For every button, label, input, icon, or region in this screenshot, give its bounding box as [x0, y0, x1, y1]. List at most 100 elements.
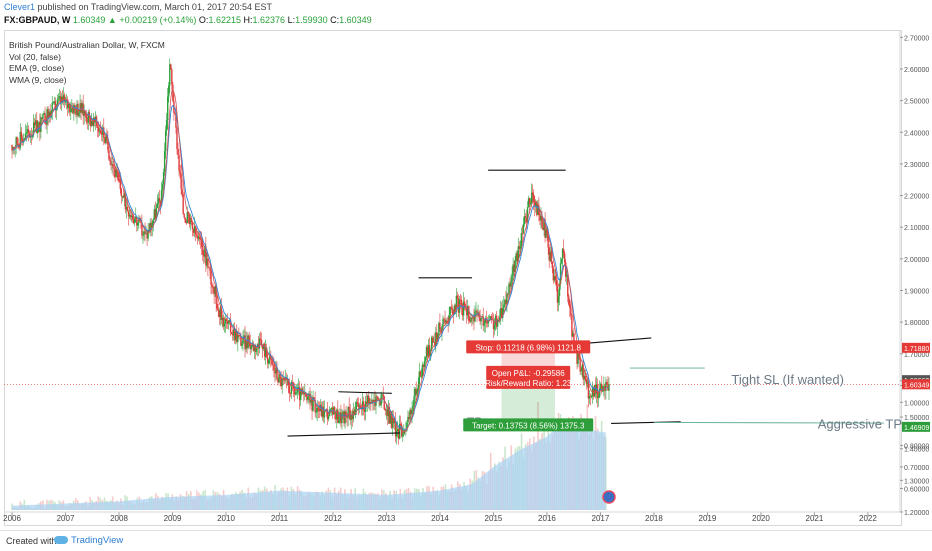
x-tick-label-4: 2010 — [217, 514, 235, 523]
candle-body-394 — [417, 384, 419, 390]
candle-body-77 — [90, 121, 93, 126]
candle-body-495 — [521, 232, 524, 234]
candle-body-492 — [518, 246, 520, 249]
candle-body-197 — [214, 286, 216, 295]
candle-body-401 — [424, 357, 427, 362]
trendline-0[interactable] — [287, 432, 400, 437]
candle-body-392 — [415, 389, 417, 395]
legend-volume[interactable]: Vol (20, false) — [9, 51, 61, 62]
candle-body-112 — [126, 206, 129, 212]
candle-body-497 — [523, 216, 526, 225]
candle-body-55 — [68, 104, 70, 109]
candle-body-47 — [59, 96, 62, 103]
candle-body-395 — [418, 371, 420, 385]
event-flag-icon[interactable] — [602, 490, 616, 504]
candle-body-369 — [391, 417, 394, 428]
candle-body-108 — [122, 195, 125, 198]
candle-body-477 — [503, 304, 505, 309]
candle-body-161 — [177, 149, 179, 155]
candle-body-346 — [368, 395, 370, 403]
candle-body-442 — [467, 306, 469, 316]
candle-body-344 — [366, 401, 368, 404]
candle-body-48 — [60, 96, 63, 103]
candle-body-470 — [495, 315, 498, 327]
candle-body-484 — [510, 280, 512, 287]
x-tick-label-8: 2014 — [431, 514, 449, 523]
candle-body-525 — [552, 268, 555, 281]
ohlc-low-value: 1.59930 — [295, 15, 328, 25]
x-tick-label-11: 2017 — [592, 514, 610, 523]
candle-body-71 — [84, 111, 86, 116]
author-link[interactable]: Clever1 — [4, 2, 36, 12]
candle-body-454 — [479, 317, 481, 322]
x-tick-label-5: 2011 — [271, 514, 289, 523]
candle-body-412 — [436, 332, 438, 342]
legend-wma[interactable]: WMA (9, close) — [9, 74, 67, 85]
candle-body-170 — [186, 211, 189, 223]
chart-legend: British Pound/Australian Dollar, W, FXCM… — [9, 40, 165, 86]
candle-body-355 — [377, 396, 379, 400]
candle-body-360 — [382, 394, 384, 397]
legend-ema[interactable]: EMA (9, close) — [9, 63, 65, 73]
candle-body-244 — [262, 343, 265, 349]
candle-body-42 — [54, 101, 57, 111]
candle-body-301 — [321, 406, 324, 417]
candle-body-314 — [335, 411, 337, 420]
guide-line-1[interactable] — [653, 421, 884, 424]
chart-frame[interactable] — [4, 30, 902, 526]
candle-body-212 — [229, 320, 232, 333]
candle-body-439 — [463, 301, 466, 307]
candle-body-149 — [164, 130, 167, 152]
tradingview-logo[interactable]: TradingView — [54, 535, 123, 546]
candle-body-272 — [291, 381, 294, 383]
candle-body-181 — [197, 236, 200, 239]
candle-body-475 — [501, 308, 503, 318]
candle-body-211 — [228, 320, 231, 321]
candle-body-67 — [80, 103, 82, 113]
volume-tick-label-4: 0.70000 — [904, 465, 929, 472]
candle-body-375 — [397, 428, 400, 439]
price-label-3: 1.46909 — [904, 425, 929, 432]
candle-body-455 — [480, 318, 482, 322]
candle-body-137 — [152, 219, 154, 223]
candle-body-24 — [36, 120, 38, 134]
candle-body-342 — [363, 409, 366, 412]
candle-body-335 — [356, 402, 359, 404]
price-label-2: 1.60349 — [904, 382, 929, 389]
candle-body-418 — [442, 318, 444, 327]
candle-body-432 — [456, 295, 459, 299]
candle-body-119 — [134, 219, 136, 224]
candle-body-317 — [338, 420, 340, 423]
candle-body-45 — [57, 98, 60, 100]
trendline-1[interactable] — [338, 391, 392, 394]
candle-body-227 — [245, 339, 247, 350]
candle-body-187 — [204, 246, 206, 257]
candle-body-18 — [29, 135, 32, 138]
candle-body-163 — [179, 170, 181, 174]
candle-body-437 — [461, 307, 464, 316]
candle-body-95 — [109, 159, 111, 162]
candle-body-286 — [306, 396, 308, 401]
candle-body-99 — [113, 167, 115, 169]
ema-line — [11, 100, 610, 431]
candle-body-129 — [144, 231, 146, 234]
candle-body-16 — [27, 129, 30, 134]
last-price: 1.60349 — [72, 15, 106, 25]
candle-body-385 — [408, 416, 410, 420]
candle-body-176 — [192, 229, 195, 233]
candle-body-207 — [224, 318, 227, 324]
candle-body-506 — [533, 195, 535, 202]
candle-body-553 — [581, 364, 583, 371]
candle-body-180 — [196, 235, 199, 239]
candle-body-513 — [540, 216, 542, 221]
candle-body-290 — [310, 399, 312, 403]
candle-body-300 — [320, 404, 323, 417]
candle-body-40 — [52, 101, 54, 103]
candle-body-225 — [243, 335, 245, 337]
candle-body-487 — [513, 264, 515, 272]
candle-body-408 — [431, 337, 434, 343]
candle-body-293 — [313, 397, 315, 400]
candle-body-387 — [410, 409, 412, 415]
candle-body-175 — [191, 222, 194, 230]
